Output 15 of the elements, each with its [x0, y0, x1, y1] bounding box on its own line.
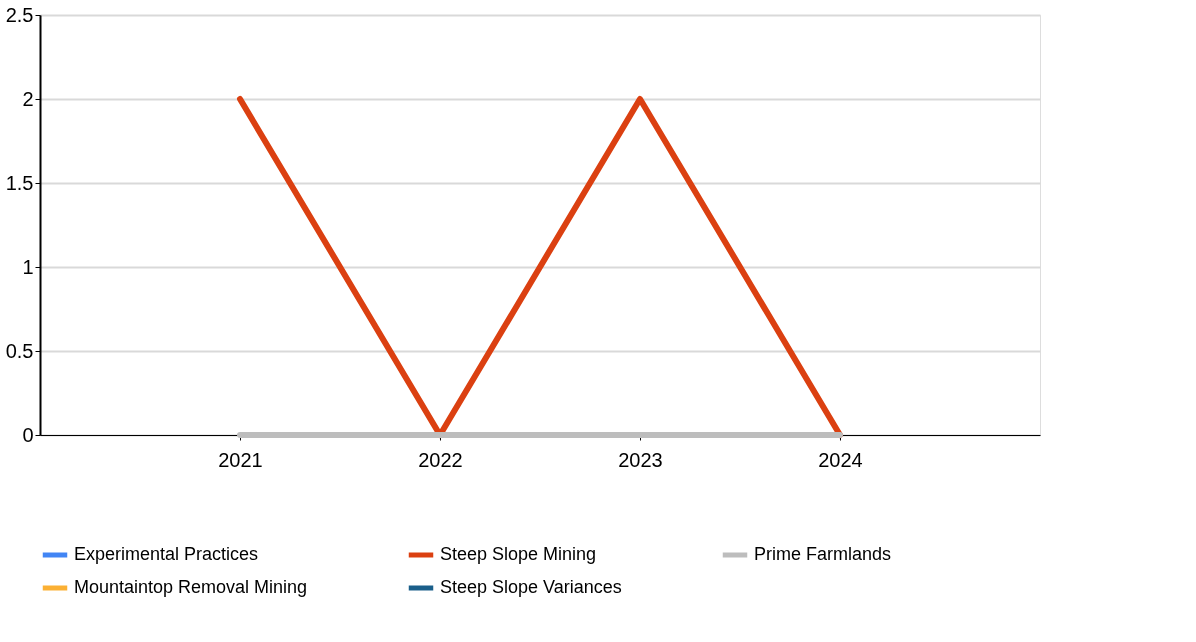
x-tick-label: 2021 [218, 448, 263, 471]
y-tick-label: 0 [22, 423, 34, 446]
y-tick-label: 2.5 [5, 3, 34, 26]
x-tick-label: 2023 [618, 448, 663, 471]
legend-label: Experimental Practices [74, 544, 259, 564]
y-tick-label: 0.5 [5, 339, 34, 362]
legend-label: Mountaintop Removal Mining [74, 577, 308, 597]
y-tick-label: 1.5 [5, 171, 34, 194]
y-tick-label: 1 [22, 255, 34, 278]
y-tick-label: 2 [22, 87, 34, 110]
legend-label: Steep Slope Mining [440, 544, 597, 564]
legend-label: Prime Farmlands [754, 544, 892, 564]
x-tick-label: 2024 [818, 448, 863, 471]
x-tick-label: 2022 [418, 448, 463, 471]
legend-label: Steep Slope Variances [440, 577, 622, 597]
